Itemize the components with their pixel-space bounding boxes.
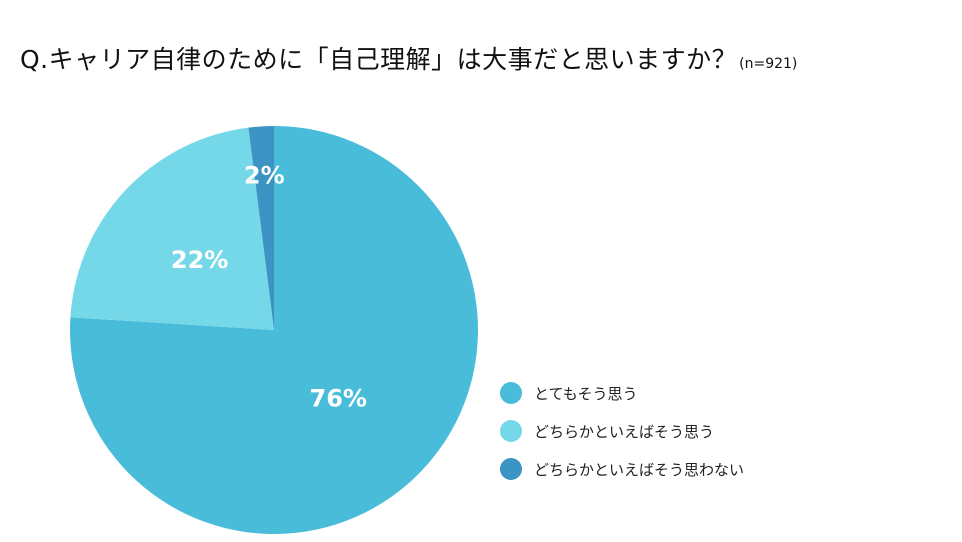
legend-label-3: どちらかといえばそう思わない	[534, 460, 745, 479]
sample-size-note: (n=921)	[739, 56, 798, 72]
legend-swatch-2	[500, 420, 522, 442]
legend: とてもそう思う どちらかといえばそう思う どちらかといえばそう思わない	[500, 374, 744, 488]
legend-swatch-3	[500, 458, 522, 480]
legend-item-2: どちらかといえばそう思う	[500, 412, 744, 450]
slice-label-1: 76%	[310, 384, 367, 412]
legend-item-1: とてもそう思う	[500, 374, 744, 412]
pie-slice-1	[70, 126, 479, 534]
chart-title: Q.キャリア自律のために「自己理解」は大事だと思いますか？ (n=921)	[20, 40, 797, 76]
legend-item-3: どちらかといえばそう思わない	[500, 450, 744, 488]
chart-question: Q.キャリア自律のために「自己理解」は大事だと思いますか？	[20, 45, 738, 74]
pie-slice-3	[248, 126, 274, 330]
pie-slice-2	[70, 127, 274, 330]
legend-label-1: とてもそう思う	[534, 384, 638, 403]
slice-label-3: 2%	[244, 161, 285, 189]
legend-label-2: どちらかといえばそう思う	[534, 422, 715, 441]
slice-label-2: 22%	[171, 246, 228, 274]
legend-swatch-1	[500, 382, 522, 404]
